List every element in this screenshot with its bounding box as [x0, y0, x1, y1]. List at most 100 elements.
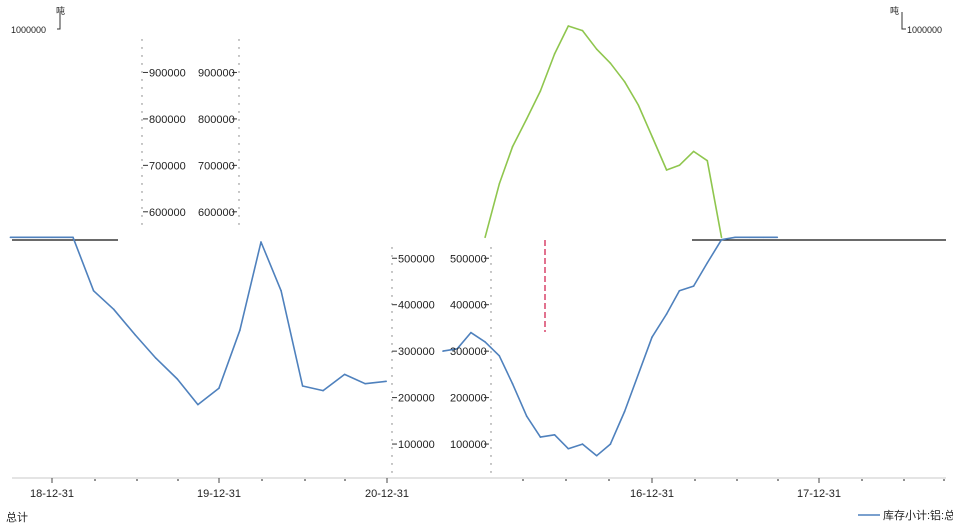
series-point — [609, 62, 612, 64]
x-tick-label: 19-12-31 — [197, 488, 241, 500]
series-point — [539, 436, 542, 438]
series-point — [484, 341, 486, 343]
y-axis-dot — [490, 391, 492, 393]
y-axis-dot — [141, 103, 143, 105]
left-axis-top-label: 1000000 — [11, 25, 46, 35]
series-point — [525, 415, 528, 418]
y-axis-dot — [238, 143, 240, 145]
y-axis-dot — [141, 183, 143, 185]
y-axis-dot — [238, 191, 240, 193]
y-axis-dot — [490, 287, 492, 289]
y-axis-dot — [391, 255, 393, 257]
x-minor-tick — [903, 479, 905, 481]
y-axis-dot — [141, 55, 143, 57]
series-point — [651, 336, 653, 339]
y-tick-label: 300000 — [450, 346, 487, 358]
y-axis-dot — [490, 335, 492, 337]
y-axis-dot — [391, 343, 393, 345]
series-point — [539, 90, 542, 92]
y-axis-dot — [141, 191, 143, 193]
y-tick-label: 100000 — [398, 439, 435, 451]
y-tick-label: 600000 — [198, 207, 235, 219]
y-axis-dot — [391, 295, 393, 297]
series-point — [72, 236, 74, 239]
y-axis-dot — [490, 343, 492, 345]
series-point — [525, 118, 528, 120]
y-axis-dot — [490, 319, 492, 321]
y-axis-dot — [391, 319, 393, 321]
y-axis-dot — [391, 279, 393, 281]
y-axis-dot — [141, 143, 143, 145]
legend-label: 库存小计:铝:总计 — [883, 508, 953, 522]
y-axis-dot — [238, 39, 240, 41]
series-point — [176, 378, 179, 380]
y-axis-dot — [490, 295, 492, 297]
y-axis-dot — [141, 135, 143, 137]
series-point — [623, 80, 626, 83]
y-tick-label: 900000 — [198, 67, 235, 79]
y-axis-dot — [238, 135, 240, 137]
series-lines — [9, 25, 779, 457]
y-axis-dot — [141, 111, 143, 113]
series-point — [706, 159, 709, 162]
y-axis-dot — [238, 127, 240, 129]
y-axis-dot — [238, 111, 240, 113]
series-point — [218, 387, 220, 390]
series-point — [609, 443, 612, 445]
x-minor-tick — [565, 479, 567, 481]
y-axis-dot — [238, 223, 240, 225]
y-axis-dot — [490, 447, 492, 449]
x-minor-tick — [344, 479, 346, 481]
y-axis-dot — [490, 431, 492, 433]
series-point — [385, 380, 388, 383]
series-point — [651, 136, 654, 139]
series-point — [280, 290, 282, 292]
y-axis-dot — [490, 375, 492, 377]
series-point — [637, 104, 640, 106]
left-unit-label: 吨 — [56, 5, 65, 16]
footer-left-label: 总计 — [6, 510, 28, 524]
y-axis-dot — [391, 463, 393, 465]
y-tick-label: 800000 — [198, 114, 235, 126]
series-point — [92, 290, 95, 292]
series-point — [442, 350, 444, 352]
series-point — [692, 285, 695, 287]
y-axis-dot — [490, 415, 492, 417]
y-axis-dot — [141, 159, 143, 161]
y-axis-dot — [391, 247, 393, 249]
y-axis-dot — [391, 263, 393, 265]
y-axis-dot — [490, 359, 492, 361]
series-point — [155, 357, 157, 359]
x-minor-tick — [177, 479, 179, 481]
y-tick-label: 700000 — [149, 160, 186, 172]
y-axis-dot — [490, 303, 492, 305]
y-axis-dot — [490, 439, 492, 441]
y-axis-dot — [238, 167, 240, 169]
series-point — [553, 434, 556, 436]
y-axis-dot — [238, 63, 240, 65]
y-axis-dot — [391, 359, 393, 361]
y-axis-dot — [490, 279, 492, 281]
y-axis-dot — [391, 407, 393, 409]
right-axis-corner — [901, 12, 906, 30]
y-axis-dot — [141, 39, 143, 41]
y-axis-dot — [391, 287, 393, 289]
y-axis-dot — [391, 375, 393, 377]
series-point — [260, 241, 262, 243]
series-point — [553, 53, 556, 55]
y-axis-dot — [141, 79, 143, 81]
series-point — [623, 410, 626, 413]
series-point — [498, 355, 501, 357]
y-axis-dot — [391, 415, 393, 417]
series-point — [665, 313, 668, 315]
y-axis-dot — [141, 87, 143, 89]
y-tick-label: 200000 — [398, 393, 435, 405]
series-point — [364, 382, 367, 385]
y-axis-dot — [490, 327, 492, 329]
y-axis-dot — [238, 79, 240, 81]
y-axis-dot — [391, 447, 393, 449]
left-axis-corner — [57, 12, 61, 30]
y-axis-dot — [490, 263, 492, 265]
y-axis-dot — [391, 335, 393, 337]
y-axis-dot — [141, 199, 143, 201]
